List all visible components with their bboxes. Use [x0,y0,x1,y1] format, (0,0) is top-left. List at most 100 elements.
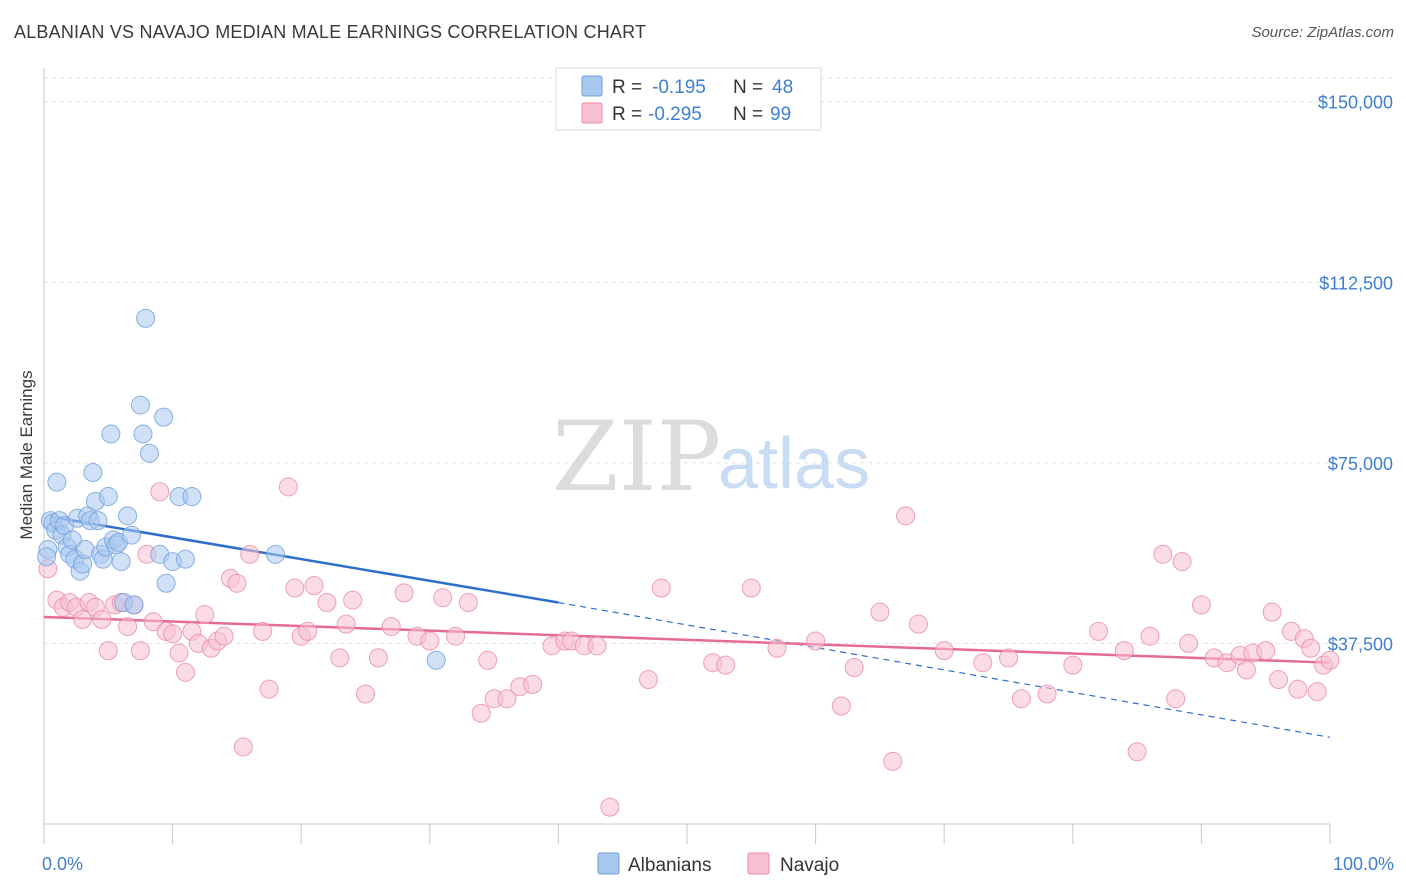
point-albanians-36 [136,308,156,328]
point-albanians-47 [37,547,57,567]
y-axis-label: Median Male Earnings [17,370,36,539]
point-navajo-40 [330,648,350,668]
point-navajo-37 [298,621,318,641]
point-navajo-14 [130,641,150,661]
legend-n-label-albanians: N = [733,77,763,98]
point-navajo-106 [1320,650,1340,670]
point-navajo-67 [716,655,736,675]
point-navajo-43 [356,684,375,704]
bottom-legend-label-albanians: Albanians [628,855,711,876]
point-navajo-62 [587,636,607,656]
point-navajo-74 [883,751,903,771]
point-navajo-31 [240,544,260,564]
point-navajo-8 [92,609,112,629]
watermark-zip: ZIP [552,401,721,513]
chart-title: ALBANIAN VS NAVAJO MEDIAN MALE EARNINGS … [14,22,647,42]
point-albanians-24 [98,487,118,507]
x-tick-labels: 0.0% 100.0% [42,854,1394,874]
point-albanians-33 [124,595,144,615]
point-navajo-97 [1256,641,1276,661]
legend-n-value-albanians: 48 [772,77,793,98]
legend-swatch-navajo [581,102,603,124]
legend-r-value-albanians: -0.195 [652,77,706,98]
point-navajo-16 [143,612,163,632]
point-albanians-39 [154,407,174,427]
y-tick-label-0: $37,500 [1328,634,1393,654]
point-navajo-55 [497,689,517,709]
bottom-legend-swatch-navajo [747,852,770,875]
point-navajo-75 [896,506,916,526]
legend-r-label-navajo: R = [612,104,642,125]
point-navajo-91 [1191,595,1211,615]
point-navajo-80 [1011,689,1031,709]
trend-lines [43,515,1331,738]
point-navajo-53 [478,650,498,670]
legend-r-value-navajo: -0.295 [648,104,702,125]
point-navajo-85 [1127,742,1147,762]
point-navajo-101 [1288,679,1308,699]
point-navajo-71 [831,696,851,716]
point-albanians-4 [47,472,67,492]
point-albanians-37 [139,443,159,463]
point-navajo-46 [394,583,414,603]
point-navajo-88 [1166,689,1186,709]
point-navajo-5 [73,609,93,629]
point-navajo-30 [233,737,253,757]
y-tick-label-1: $75,000 [1328,454,1393,474]
point-navajo-41 [336,614,356,634]
x-tick-label-0: 0.0% [42,854,83,874]
point-navajo-29 [227,573,247,593]
bottom-legend-label-navajo: Navajo [780,855,839,876]
point-navajo-35 [285,578,305,598]
point-navajo-24 [195,605,215,625]
point-albanians-18 [83,462,103,482]
point-navajo-83 [1089,621,1109,641]
point-navajo-104 [1307,682,1327,702]
point-navajo-21 [175,662,195,682]
point-navajo-57 [523,674,543,694]
point-navajo-69 [767,638,787,658]
point-navajo-52 [471,703,491,723]
point-navajo-78 [973,653,993,673]
point-navajo-63 [600,797,620,817]
legend-n-label-navajo: N = [733,104,763,125]
point-albanians-32 [121,525,141,545]
point-navajo-38 [304,576,324,596]
point-navajo-32 [253,621,273,641]
chart-source: Source: ZipAtlas.com [1251,24,1394,41]
point-navajo-19 [163,624,183,644]
y-tick-label-3: $150,000 [1318,93,1393,113]
point-navajo-95 [1236,660,1256,680]
trend-navajo [43,615,1331,664]
point-albanians-44 [182,487,202,507]
point-navajo-81 [1037,684,1057,704]
x-tick-label-1: 100.0% [1333,854,1394,874]
watermark-atlas: atlas [718,424,870,504]
point-navajo-27 [214,626,234,646]
point-albanians-20 [88,511,108,531]
point-albanians-43 [175,549,195,569]
point-navajo-64 [638,670,658,690]
point-navajo-48 [420,631,440,651]
point-albanians-40 [156,573,176,593]
point-navajo-70 [806,631,826,651]
legend-n-value-navajo: 99 [770,104,791,125]
point-navajo-77 [934,641,954,661]
point-navajo-49 [433,588,453,608]
point-navajo-9 [98,641,118,661]
point-navajo-50 [446,626,466,646]
point-navajo-98 [1262,602,1282,622]
point-navajo-44 [368,648,388,668]
point-navajo-33 [259,679,279,699]
point-navajo-79 [999,648,1018,668]
point-navajo-89 [1172,552,1192,572]
point-albanians-31 [118,506,138,526]
point-navajo-34 [278,477,298,497]
point-navajo-72 [844,658,864,678]
point-albanians-45 [265,544,285,564]
point-navajo-82 [1063,655,1083,675]
point-navajo-84 [1114,641,1134,661]
point-albanians-35 [133,424,153,444]
point-albanians-29 [111,552,131,572]
